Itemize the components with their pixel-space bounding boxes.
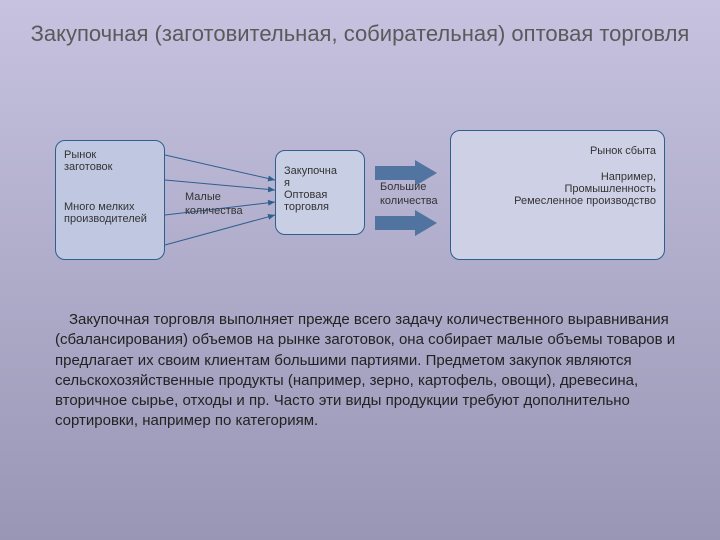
label-small-quantities: Малые количества [185, 190, 243, 219]
arrows-large-quantities [0, 120, 720, 280]
label-large-quantities: Большие количества [380, 180, 438, 209]
body-paragraph: Закупочная торговля выполняет прежде все… [55, 310, 680, 432]
slide-title: Закупочная (заготовительная, собирательн… [0, 20, 720, 49]
diagram: Рынок заготовок Много мелких производите… [0, 120, 720, 270]
